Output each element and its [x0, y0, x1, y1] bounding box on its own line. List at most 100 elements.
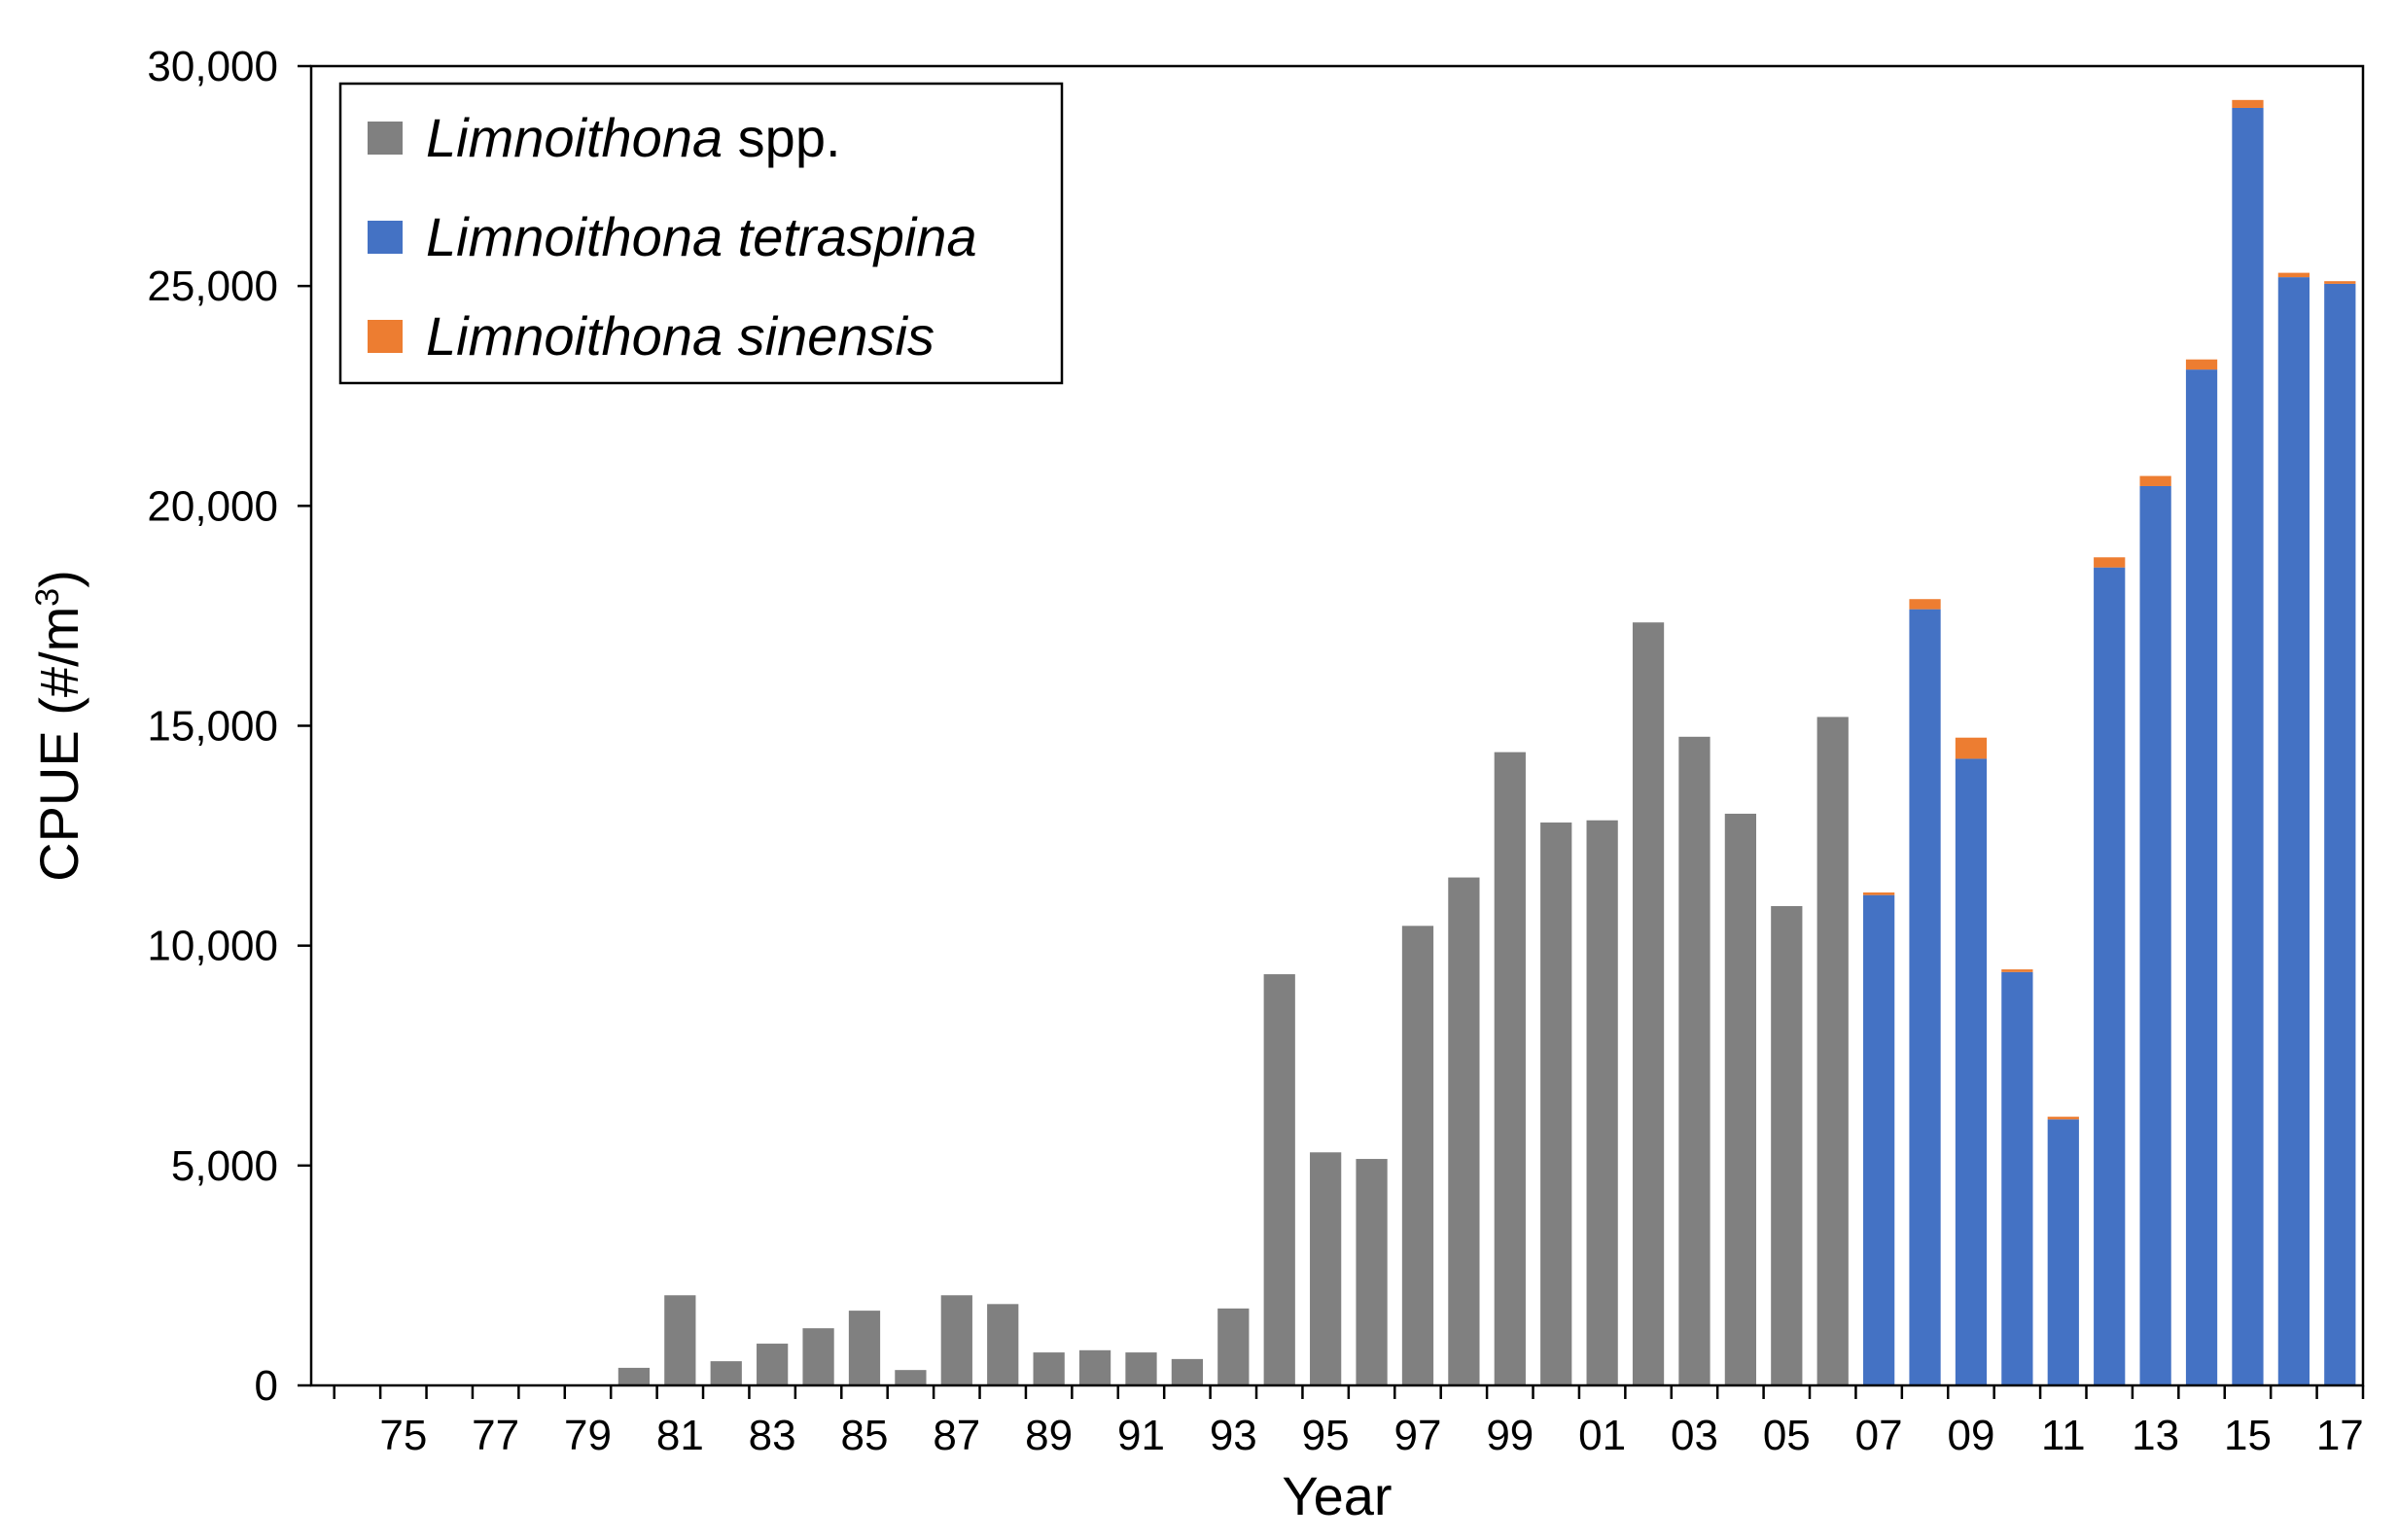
bar-08-series-2 [1909, 609, 1941, 1385]
x-tick-label: 81 [656, 1412, 704, 1459]
legend-swatch-1 [368, 122, 403, 155]
legend-label-italic: Limnoithona tetraspina [426, 206, 977, 267]
y-axis-title-main: CPUE (#/m [28, 607, 89, 882]
legend-label-plain: spp. [723, 107, 840, 168]
bar-10-series-2 [2001, 971, 2033, 1385]
bar-99-series-1 [1494, 752, 1526, 1385]
legend-label-1: Limnoithona spp. [426, 107, 841, 168]
bar-92-series-1 [1171, 1358, 1204, 1385]
bar-85-series-1 [848, 1311, 881, 1385]
bar-07-series-3 [1863, 892, 1895, 895]
x-tick-label: 01 [1578, 1412, 1626, 1459]
y-tick-label: 0 [255, 1362, 278, 1410]
x-tick-label: 79 [564, 1412, 612, 1459]
x-tick-label: 03 [1671, 1412, 1718, 1459]
x-tick-label: 77 [472, 1412, 519, 1459]
bar-93-series-1 [1217, 1308, 1250, 1385]
bar-02-series-1 [1632, 622, 1665, 1385]
x-axis-ticks: 75 77 79 81 83 85 87 89 91 93 95 97 99 01 03 05 07 09 11 13… [333, 1385, 2365, 1459]
bar-11-series-3 [2047, 1116, 2079, 1120]
bar-16-series-3 [2277, 272, 2310, 278]
bar-91-series-1 [1125, 1352, 1157, 1385]
legend-swatch-2 [368, 221, 403, 254]
bar-09-series-2 [1955, 758, 1988, 1385]
legend-box [338, 82, 1064, 385]
x-tick-label: 83 [749, 1412, 796, 1459]
bar-17-series-3 [2324, 281, 2356, 284]
bar-82-series-1 [710, 1361, 742, 1385]
legend-items: Limnoithona spp. Limnoithona tetraspina Li… [368, 107, 977, 367]
bar-83-series-1 [757, 1344, 789, 1385]
x-tick-label: 15 [2224, 1412, 2272, 1459]
x-tick-label: 87 [933, 1412, 980, 1459]
bar-01-series-1 [1586, 820, 1618, 1385]
bar-05-series-1 [1771, 905, 1803, 1385]
y-axis-title: CPUE (#/m3) [28, 570, 89, 882]
bar-97-series-1 [1401, 926, 1434, 1385]
legend-swatch-3 [368, 320, 403, 353]
bar-09-series-3 [1955, 737, 1988, 759]
bar-06-series-1 [1816, 717, 1849, 1385]
bar-86-series-1 [895, 1370, 927, 1385]
y-axis-title-superscript: 3 [29, 588, 66, 607]
bar-80-series-1 [617, 1367, 651, 1385]
y-tick-label: 15,000 [147, 703, 278, 751]
x-axis-title: Year [1282, 1465, 1392, 1526]
x-tick-label: 75 [379, 1412, 427, 1459]
x-tick-label: 07 [1855, 1412, 1903, 1459]
bar-12-series-2 [2094, 567, 2126, 1385]
x-tick-label: 11 [2041, 1412, 2086, 1459]
x-tick-label: 09 [1947, 1412, 1994, 1459]
bar-15-series-3 [2232, 99, 2264, 108]
bar-10-series-3 [2001, 969, 2033, 972]
bar-90-series-1 [1078, 1349, 1111, 1385]
legend-label-italic: Limnoithona [426, 107, 723, 168]
bar-89-series-1 [1033, 1352, 1065, 1385]
bar-98-series-1 [1448, 877, 1480, 1385]
y-tick-label: 20,000 [147, 482, 278, 530]
bar-15-series-2 [2232, 107, 2264, 1385]
x-tick-label: 93 [1210, 1412, 1257, 1459]
x-tick-label: 97 [1394, 1412, 1442, 1459]
y-tick-label: 25,000 [147, 262, 278, 310]
bars-layer [617, 99, 2356, 1385]
bar-14-series-2 [2185, 369, 2218, 1385]
y-axis-title-close: ) [28, 570, 89, 588]
bar-84-series-1 [802, 1328, 834, 1385]
bar-11-series-2 [2047, 1119, 2079, 1385]
legend-label-2: Limnoithona tetraspina [426, 206, 977, 267]
bar-96-series-1 [1356, 1159, 1388, 1385]
legend-label-italic: Limnoithona sinensis [426, 305, 935, 367]
bar-12-series-3 [2094, 557, 2126, 568]
y-tick-label: 30,000 [147, 43, 278, 90]
y-tick-label: 5,000 [171, 1142, 278, 1190]
y-axis-ticks: 0 5,000 10,000 15,000 20,000 25,000 30,000 [147, 43, 311, 1410]
x-tick-label: 99 [1486, 1412, 1534, 1459]
bar-17-series-2 [2324, 283, 2356, 1385]
x-tick-label: 05 [1763, 1412, 1811, 1459]
legend-label-3: Limnoithona sinensis [426, 305, 935, 367]
bar-08-series-3 [1909, 599, 1941, 610]
bar-04-series-1 [1724, 813, 1757, 1385]
bar-03-series-1 [1678, 736, 1710, 1385]
bar-94-series-1 [1263, 974, 1295, 1385]
x-tick-label: 95 [1302, 1412, 1350, 1459]
bar-95-series-1 [1310, 1152, 1342, 1385]
bar-14-series-3 [2185, 359, 2218, 370]
x-tick-label: 85 [841, 1412, 889, 1459]
legend: Limnoithona spp. Limnoithona tetraspina Li… [338, 82, 1064, 385]
bar-00-series-1 [1540, 822, 1572, 1385]
bar-16-series-2 [2277, 277, 2310, 1385]
bar-81-series-1 [664, 1295, 696, 1385]
y-tick-label: 10,000 [147, 923, 278, 970]
x-tick-label: 89 [1025, 1412, 1073, 1459]
x-tick-label: 17 [2316, 1412, 2364, 1459]
x-tick-label: 91 [1117, 1412, 1165, 1459]
bar-87-series-1 [940, 1295, 972, 1385]
bar-07-series-2 [1863, 894, 1895, 1385]
bar-13-series-3 [2139, 475, 2171, 486]
bar-13-series-2 [2139, 485, 2171, 1385]
x-tick-label: 13 [2132, 1412, 2179, 1459]
